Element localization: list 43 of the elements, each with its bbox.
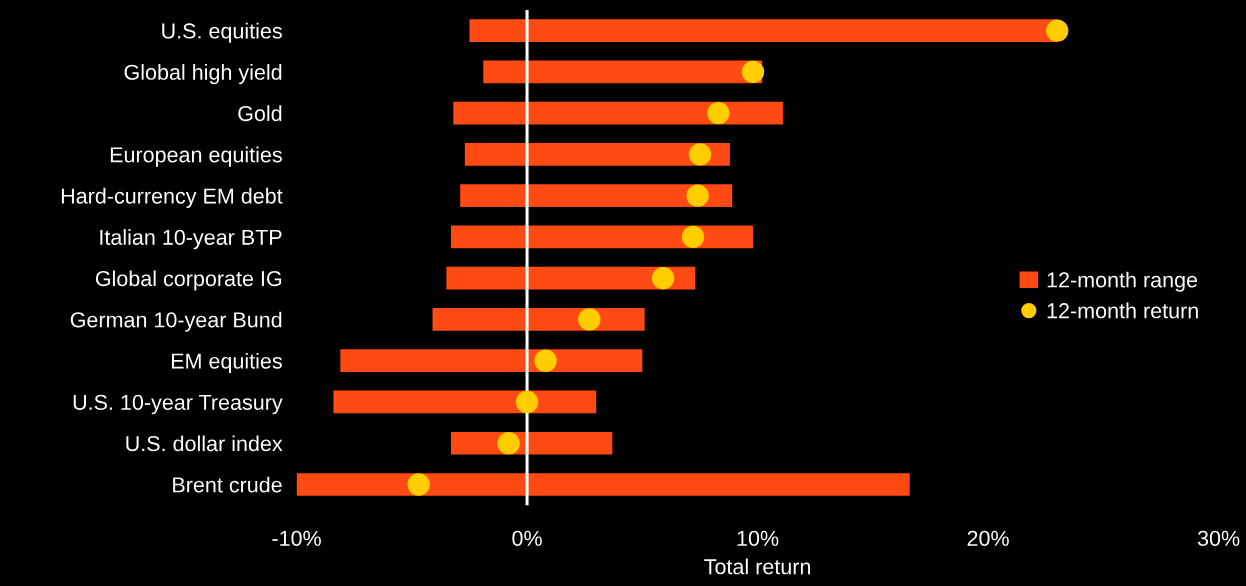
point <box>686 184 709 207</box>
y-tick-label: Hard-currency EM debt <box>61 187 283 208</box>
bar <box>340 349 643 373</box>
y-tick-label: Brent crude <box>173 476 282 493</box>
point <box>578 308 601 331</box>
y-tick-label: U.S. equities <box>162 22 282 43</box>
bar <box>446 266 696 290</box>
y-tick-label: U.S. 10-year Treasury <box>73 394 283 415</box>
point <box>534 349 557 372</box>
point <box>1046 19 1069 42</box>
y-tick-label: European equities <box>110 146 282 167</box>
bar <box>483 60 763 84</box>
point <box>515 390 539 414</box>
x-tick-label: 20% <box>967 530 1009 546</box>
y-tick-label: Gold <box>238 105 282 122</box>
point <box>688 143 712 166</box>
bar <box>450 225 753 249</box>
y-tick-label: Italian 10-year BTP <box>100 229 282 250</box>
bar <box>469 19 1058 42</box>
legend-label: 12-month return <box>1047 302 1198 319</box>
bar <box>453 101 783 125</box>
y-tick-label: U.S. dollar index <box>126 435 283 452</box>
y-tick-label: Global corporate IG <box>95 270 282 291</box>
point <box>681 225 705 249</box>
point <box>497 432 520 455</box>
y-tick-label: EM equities <box>171 352 282 373</box>
bar <box>464 143 730 166</box>
y-tick-label: German 10-year Bund <box>70 311 282 332</box>
point <box>407 473 430 496</box>
x-axis-title: Total return <box>704 558 811 575</box>
x-tick-label: 10% <box>737 530 779 546</box>
point <box>707 101 730 125</box>
x-tick-label: -10% <box>272 530 321 546</box>
bar <box>432 308 645 331</box>
bar <box>460 184 733 207</box>
point <box>651 266 675 290</box>
bar <box>333 390 597 414</box>
x-tick-label: 30% <box>1197 530 1240 546</box>
bar <box>296 473 910 496</box>
point <box>741 60 765 84</box>
x-tick-label: 0% <box>512 530 542 546</box>
legend-label: 12-month range <box>1047 271 1198 292</box>
y-tick-label: Global high yield <box>124 64 282 85</box>
